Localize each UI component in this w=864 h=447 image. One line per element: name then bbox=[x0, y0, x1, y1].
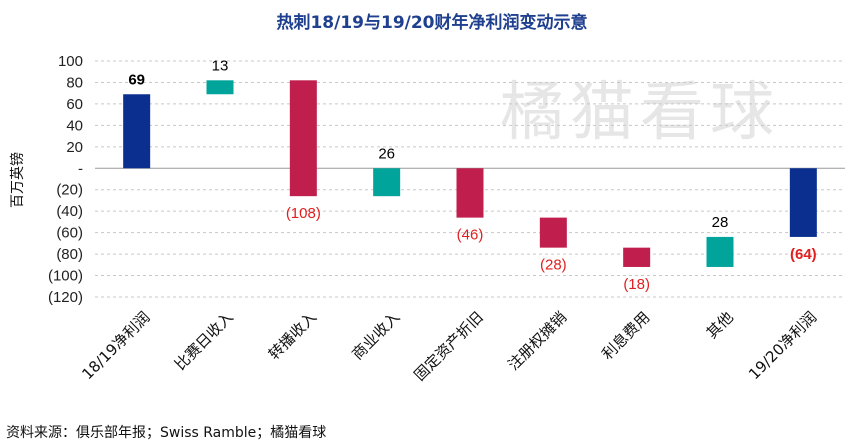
data-label-2: 13 bbox=[212, 57, 229, 74]
y-tick-label: (20) bbox=[56, 182, 83, 199]
y-tick-label: - bbox=[78, 160, 83, 177]
bar-8 bbox=[706, 236, 734, 267]
x-axis-categories: 18/19净利润 比赛日收入 转播收入 商业收入 固定资产折旧 注册权摊销 利息费用 其他 19… bbox=[78, 308, 820, 384]
bar-2 bbox=[206, 80, 234, 95]
x-category-label: 其他 bbox=[703, 308, 737, 342]
y-tick-label: 20 bbox=[66, 139, 83, 156]
x-category-label: 比赛日收入 bbox=[171, 308, 237, 374]
data-label-8: 28 bbox=[712, 214, 729, 231]
x-category-label: 转播收入 bbox=[265, 308, 320, 363]
x-category-label: 利息费用 bbox=[598, 308, 653, 363]
chart-title: 热刺18/19与19/20财年净利润变动示意 bbox=[276, 12, 587, 33]
x-category-label: 固定资产折旧 bbox=[410, 308, 486, 384]
y-tick-label: 60 bbox=[66, 96, 83, 113]
data-label-7: (18) bbox=[623, 276, 650, 293]
bar-3 bbox=[289, 80, 317, 197]
bar-5 bbox=[456, 168, 484, 218]
x-category-label: 商业收入 bbox=[348, 308, 403, 363]
x-category-label: 18/19净利润 bbox=[78, 308, 153, 383]
y-tick-label: (80) bbox=[56, 246, 83, 263]
bar-4 bbox=[373, 168, 401, 197]
y-tick-label: 40 bbox=[66, 117, 83, 134]
x-category-label: 注册权摊销 bbox=[504, 308, 570, 374]
bar-6 bbox=[539, 217, 567, 248]
y-axis-label: 百万英镑 bbox=[9, 152, 26, 208]
x-category-label: 19/20净利润 bbox=[745, 308, 820, 383]
y-tick-label: (100) bbox=[48, 268, 83, 285]
y-tick-label: (60) bbox=[56, 225, 83, 242]
watermark: 橘猫看球 bbox=[500, 76, 780, 150]
y-tick-label: 100 bbox=[58, 53, 83, 70]
source-note: 资料来源：俱乐部年报；Swiss Ramble；橘猫看球 bbox=[6, 425, 326, 441]
bar-7 bbox=[623, 247, 651, 267]
data-label-1: 69 bbox=[128, 71, 145, 88]
y-tick-label: 80 bbox=[66, 74, 83, 91]
bar-1 bbox=[123, 94, 151, 169]
data-labels: 69 13 (108) 26 (46) (28) (18) 28 (64) bbox=[128, 57, 816, 293]
bar-9 bbox=[789, 168, 817, 237]
y-tick-label: (40) bbox=[56, 203, 83, 220]
y-tick-label: (120) bbox=[48, 289, 83, 306]
data-label-3: (108) bbox=[286, 205, 321, 222]
data-label-4: 26 bbox=[378, 145, 395, 162]
data-label-6: (28) bbox=[540, 257, 567, 274]
bars bbox=[123, 80, 817, 267]
y-axis-ticks: 100 80 60 40 20 - (20) (40) (60) (80) (100) (120) bbox=[48, 53, 83, 306]
data-label-5: (46) bbox=[457, 227, 484, 244]
data-label-9: (64) bbox=[790, 246, 817, 263]
